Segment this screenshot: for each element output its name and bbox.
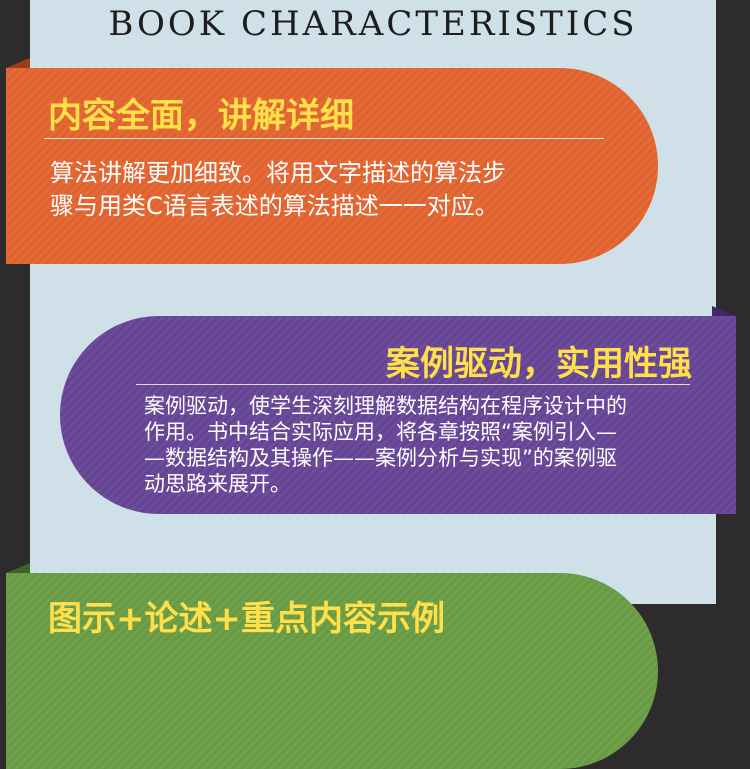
feature-card-case-driven: 案例驱动，实用性强 案例驱动，使学生深刻理解数据结构在程序设计中的 作用。书中结… (60, 316, 736, 514)
card-title: 图示+论述+重点内容示例 (48, 599, 445, 639)
green-ribbon-fold (6, 563, 30, 573)
card-title: 内容全面，讲解详细 (48, 96, 354, 136)
card-body: 案例驱动，使学生深刻理解数据结构在程序设计中的 作用。书中结合实际应用，将各章按… (144, 393, 704, 497)
card-body-line: 案例驱动，使学生深刻理解数据结构在程序设计中的 (144, 394, 627, 418)
section-heading: BOOK CHARACTERISTICS (108, 4, 638, 44)
purple-ribbon-fold (712, 306, 736, 316)
card-title: 案例驱动，实用性强 (386, 344, 692, 384)
card-body-line: 骤与用类C语言表述的算法描述一一对应。 (50, 192, 499, 220)
feature-card-comprehensive: 内容全面，讲解详细 算法讲解更加细致。将用文字描述的算法步 骤与用类C语言表述的… (6, 68, 658, 264)
orange-ribbon-fold (6, 58, 30, 68)
card-divider (136, 384, 690, 385)
card-divider (44, 138, 604, 139)
card-body-line: 动思路来展开。 (144, 472, 291, 496)
card-body-line: 算法讲解更加细致。将用文字描述的算法步 (50, 159, 506, 187)
card-body-line: —数据结构及其操作——案例分析与实现”的案例驱 (144, 446, 617, 470)
card-body: 算法讲解更加细致。将用文字描述的算法步 骤与用类C语言表述的算法描述一一对应。 (50, 157, 620, 223)
card-body-line: 作用。书中结合实际应用，将各章按照“案例引入— (144, 420, 617, 444)
feature-card-illustrated: 图示+论述+重点内容示例 (6, 573, 658, 769)
